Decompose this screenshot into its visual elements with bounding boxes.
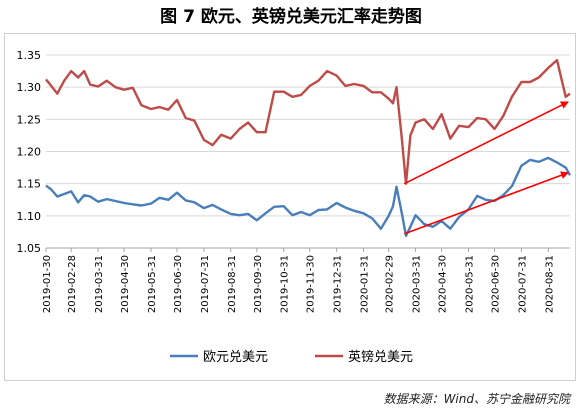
- x-axis-ticks: 2019-01-30 2019-02-28 2019-03-31 2019-04-30…: [42, 248, 555, 313]
- x-tick-label: 2020-05-31: [464, 255, 475, 313]
- legend-label-gbp: 英镑兑美元: [348, 349, 413, 365]
- legend: 欧元兑美元 英镑兑美元: [170, 349, 413, 365]
- x-tick-label: 2019-11-30: [306, 255, 317, 313]
- x-tick-label: 2020-03-31: [412, 255, 423, 313]
- x-tick-label: 2020-08-31: [544, 255, 555, 313]
- x-tick-label: 2020-06-30: [491, 255, 502, 313]
- x-tick-label: 2020-04-30: [438, 255, 449, 313]
- x-tick-label: 2020-01-31: [360, 255, 371, 313]
- x-tick-label: 2019-04-30: [120, 255, 131, 313]
- grid-lines: [46, 54, 570, 249]
- trend-arrow: [404, 171, 569, 235]
- x-tick-label: 2019-06-30: [173, 255, 184, 313]
- y-axis-ticks: 1.35 1.30 1.25 1.20 1.15 1.10 1.05: [17, 49, 42, 255]
- y-tick-label: 1.35: [17, 49, 42, 62]
- x-tick-label: 2019-12-31: [333, 255, 344, 313]
- y-tick-label: 1.10: [17, 210, 42, 223]
- y-tick-label: 1.30: [17, 81, 42, 94]
- y-tick-label: 1.15: [17, 178, 42, 191]
- x-tick-label: 2019-07-31: [200, 255, 211, 313]
- chart-title: 图 7 欧元、英镑兑美元汇率走势图: [160, 7, 422, 27]
- y-tick-label: 1.20: [17, 146, 42, 159]
- series-line-eur: [45, 156, 572, 237]
- series-lines: [45, 58, 572, 237]
- x-tick-label: 2019-01-30: [42, 255, 53, 313]
- x-tick-label: 2019-03-31: [94, 255, 105, 313]
- x-tick-label: 2019-08-31: [227, 255, 238, 313]
- x-tick-label: 2019-02-28: [67, 255, 78, 313]
- trend-arrows: [403, 101, 569, 235]
- chart-frame: [4, 33, 576, 381]
- trend-arrow: [403, 101, 569, 185]
- legend-label-eur: 欧元兑美元: [203, 350, 268, 365]
- x-tick-label: 2020-02-29: [385, 255, 396, 313]
- source-note: 数据来源：Wind、苏宁金融研究院: [383, 392, 570, 406]
- x-tick-label: 2019-10-31: [280, 255, 291, 313]
- x-tick-label: 2020-07-31: [517, 255, 528, 313]
- series-line-gbp: [45, 58, 571, 185]
- x-tick-label: 2019-09-30: [253, 255, 264, 313]
- y-tick-label: 1.05: [17, 242, 42, 255]
- y-tick-label: 1.25: [17, 113, 42, 126]
- x-tick-label: 2019-05-31: [147, 255, 158, 313]
